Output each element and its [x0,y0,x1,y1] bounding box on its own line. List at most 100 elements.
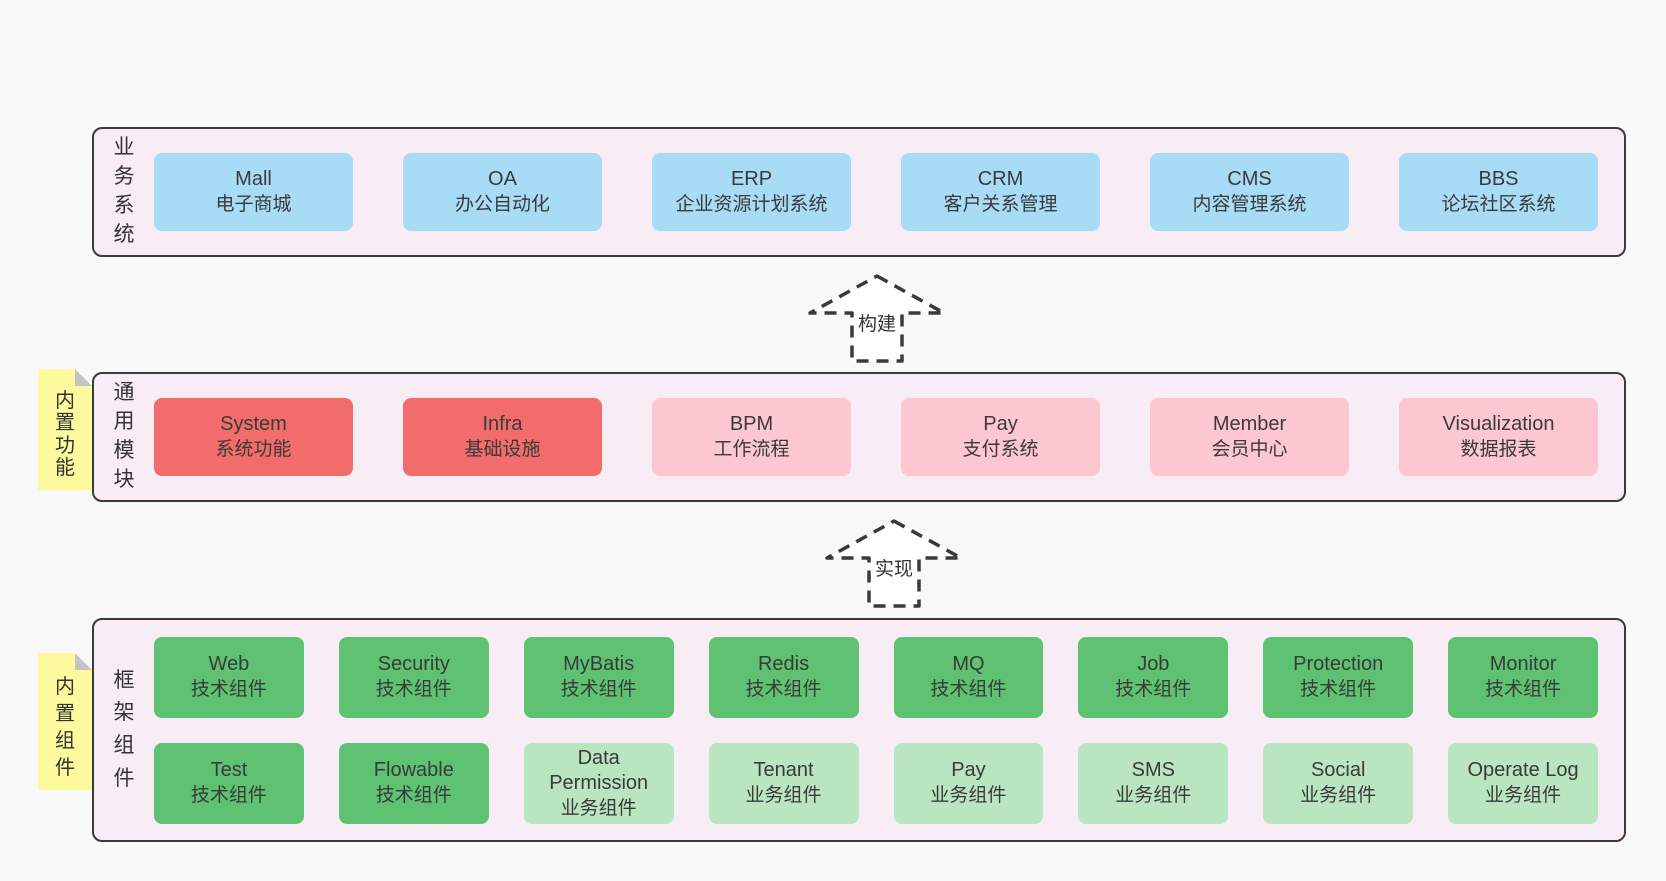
box-subtitle: 业务组件 [1300,785,1377,807]
box-subtitle: 技术组件 [1115,679,1192,701]
box-protection: Protection 技术组件 [1263,636,1414,718]
sticky-note-built-in-components: 内置组件 [38,653,92,790]
box-operate-log: Operate Log 业务组件 [1448,742,1598,824]
box-sms: SMS 业务组件 [1078,742,1229,824]
arrow-implement: 实现 [824,518,964,609]
business-systems-boxes: Mall 电子商城 OA 办公自动化 ERP 企业资源计划系统 CRM 客户关系… [154,129,1624,255]
box-cms: CMS 内容管理系统 [1150,153,1349,231]
box-subtitle: 会员中心 [1211,439,1288,461]
box-subtitle: 技术组件 [560,679,637,701]
box-job: Job 技术组件 [1078,636,1229,718]
sticky-label: 内置组件 [55,676,75,779]
band-label-text: 业务系统 [113,136,135,246]
box-title: Redis [757,653,810,676]
box-mq: MQ 技术组件 [893,636,1044,718]
box-subtitle: 技术组件 [375,785,452,807]
box-data-permission: Data Permission 业务组件 [523,742,674,824]
box-title: Data Permission [549,746,649,794]
box-system: System 系统功能 [154,398,353,476]
box-subtitle: 技术组件 [375,679,452,701]
box-member: Member 会员中心 [1150,398,1349,476]
arrow-build: 构建 [807,273,947,364]
box-title: Web [208,653,250,676]
box-subtitle: 技术组件 [1300,679,1377,701]
box-title: BPM [729,413,774,436]
box-subtitle: 办公自动化 [454,194,550,216]
arrow-label: 实现 [871,559,917,582]
box-title: Tenant [753,759,814,782]
box-title: System [220,413,287,436]
box-social: Social 业务组件 [1263,742,1414,824]
box-title: Monitor [1489,653,1557,676]
box-title: Mall [235,168,272,191]
band-label: 框架组件 [94,620,154,840]
box-bbs: BBS 论坛社区系统 [1399,153,1598,231]
box-subtitle: 支付系统 [962,439,1039,461]
sticky-label: 内置功能 [55,390,75,480]
band-label: 业务系统 [94,129,154,255]
folded-corner-icon [75,369,92,386]
box-subtitle: 电子商城 [215,194,292,216]
box-infra: Infra 基础设施 [403,398,602,476]
box-subtitle: 业务组件 [1115,785,1192,807]
box-monitor: Monitor 技术组件 [1448,636,1598,718]
sticky-note-built-in-features: 内置功能 [38,369,92,490]
box-subtitle: 技术组件 [1485,679,1562,701]
box-subtitle: 内容管理系统 [1192,194,1307,216]
box-title: CMS [1227,168,1272,191]
box-title: MyBatis [563,653,635,676]
band-common-modules: 通用模块 System 系统功能 Infra 基础设施 BPM 工作流程 Pay… [92,372,1626,502]
box-title: SMS [1131,759,1175,782]
box-visualization: Visualization 数据报表 [1399,398,1598,476]
box-title: OA [488,168,517,191]
box-subtitle: 技术组件 [745,679,822,701]
box-title: Flowable [373,759,454,782]
box-subtitle: 数据报表 [1460,439,1537,461]
box-tenant: Tenant 业务组件 [708,742,859,824]
band-label: 通用模块 [94,374,154,500]
box-title: Security [377,653,450,676]
box-title: Operate Log [1467,759,1579,782]
box-subtitle: 业务组件 [560,797,637,819]
box-subtitle: 业务组件 [1485,785,1562,807]
box-title: Infra [482,413,523,436]
box-title: BBS [1478,168,1519,191]
box-pay-component: Pay 业务组件 [893,742,1044,824]
box-oa: OA 办公自动化 [403,153,602,231]
band-framework-components: 框架组件 Web 技术组件 Security 技术组件 MyBatis 技术组件… [92,618,1626,842]
arrow-label: 构建 [854,314,900,337]
box-subtitle: 系统功能 [215,439,292,461]
box-title: Member [1212,413,1287,436]
box-erp: ERP 企业资源计划系统 [652,153,851,231]
band-label-text: 通用模块 [113,381,135,491]
box-pay-module: Pay 支付系统 [901,398,1100,476]
box-subtitle: 技术组件 [190,785,267,807]
box-web: Web 技术组件 [154,636,304,718]
box-subtitle: 企业资源计划系统 [675,194,828,216]
box-subtitle: 技术组件 [190,679,267,701]
box-test: Test 技术组件 [154,742,304,824]
box-redis: Redis 技术组件 [708,636,859,718]
box-title: Visualization [1442,413,1555,436]
box-subtitle: 技术组件 [930,679,1007,701]
box-title: Pay [983,413,1018,436]
folded-corner-icon [75,653,92,670]
box-flowable: Flowable 技术组件 [338,742,489,824]
box-title: Job [1137,653,1170,676]
box-subtitle: 基础设施 [464,439,541,461]
box-title: CRM [977,168,1024,191]
band-business-systems: 业务系统 Mall 电子商城 OA 办公自动化 ERP 企业资源计划系统 CRM… [92,127,1626,257]
box-subtitle: 业务组件 [745,785,822,807]
box-subtitle: 工作流程 [713,439,790,461]
common-modules-boxes: System 系统功能 Infra 基础设施 BPM 工作流程 Pay 支付系统… [154,374,1624,500]
box-mall: Mall 电子商城 [154,153,353,231]
box-title: ERP [730,168,773,191]
box-subtitle: 业务组件 [930,785,1007,807]
band-label-text: 框架组件 [113,668,135,790]
box-mybatis: MyBatis 技术组件 [523,636,674,718]
box-crm: CRM 客户关系管理 [901,153,1100,231]
box-title: MQ [952,653,985,676]
box-title: Protection [1293,653,1384,676]
box-subtitle: 论坛社区系统 [1441,194,1556,216]
